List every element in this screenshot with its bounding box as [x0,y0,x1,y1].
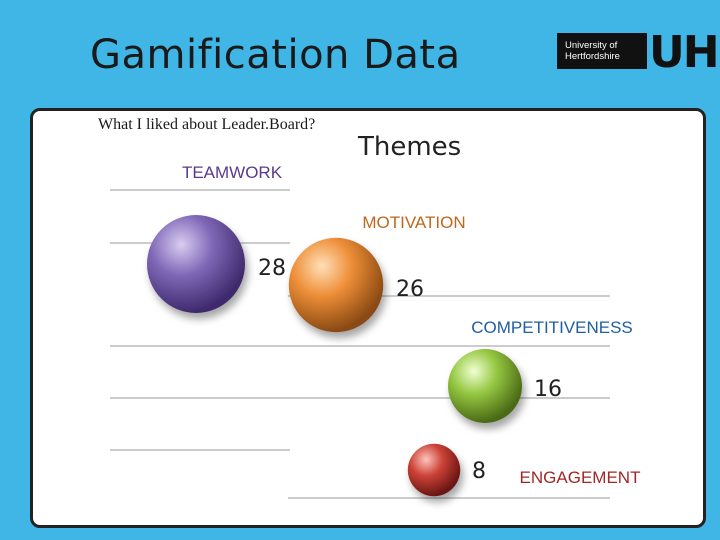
value-label: 28 [258,256,286,281]
category-label: MOTIVATION [362,213,465,232]
university-logo: University of Hertfordshire UH [557,27,720,78]
value-label: 16 [534,377,562,402]
chart-labels: TEAMWORK 28 MOTIVATION 26 COMPETITIVENESS 16 E… [182,163,641,487]
category-label: ENGAGEMENT [520,468,641,487]
bubble-motivation [288,237,384,333]
logo-wordmark: University of Hertfordshire [557,33,647,69]
value-label: 8 [472,459,486,484]
value-label: 26 [396,277,424,302]
bubble-competitiveness [448,349,522,423]
category-label: COMPETITIVENESS [471,318,633,337]
logo-mark: UH [649,27,720,78]
chart-title: Themes [358,132,462,162]
logo-line-1: University of [565,40,618,51]
logo-line-2: Hertfordshire [565,51,620,62]
bubble-teamwork [147,215,245,313]
category-label: TEAMWORK [182,163,283,182]
chart-subtitle: What I liked about Leader.Board? [98,116,316,133]
chart-bubbles [147,215,522,497]
slide-title: Gamification Data [90,32,461,78]
bubble-engagement [407,443,461,497]
